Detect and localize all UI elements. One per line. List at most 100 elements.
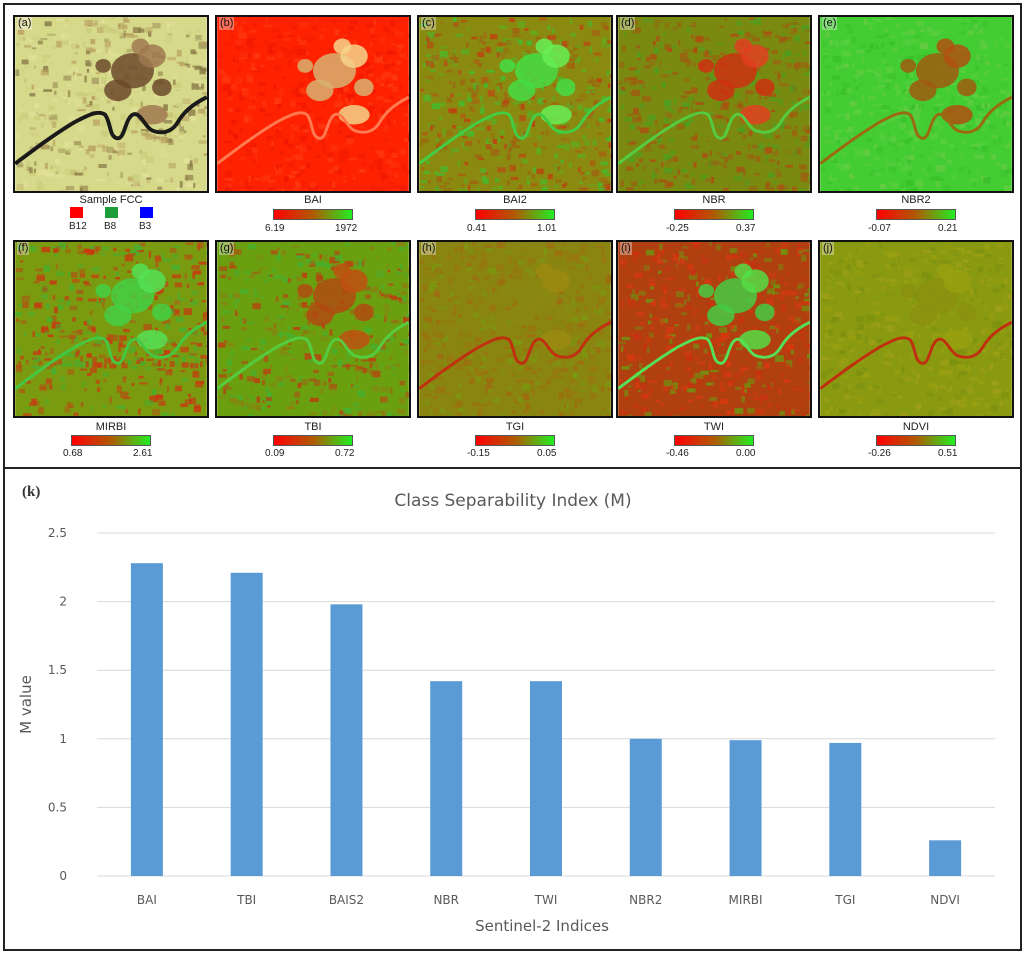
band-label: B12 — [69, 221, 87, 232]
x-tick-label: TGI — [834, 893, 855, 907]
map-image-h — [419, 242, 611, 416]
panel-label: (g) — [219, 242, 235, 255]
colorbar-max-label: 1972 — [335, 223, 358, 234]
y-axis-title: M value — [17, 675, 35, 734]
map-panel-a: (a) — [13, 15, 209, 193]
bar-tbi — [230, 572, 263, 876]
panel-caption: BAI — [304, 194, 322, 206]
map-panel-e: (e) — [818, 15, 1014, 193]
band-swatch-b8 — [105, 207, 118, 218]
bar-bai — [130, 563, 163, 876]
x-tick-label: BAI — [137, 893, 157, 907]
band-swatch-b3 — [140, 207, 153, 218]
panel-label: (a) — [17, 17, 33, 30]
panel-label: (d) — [620, 17, 636, 30]
x-tick-label: NBR — [433, 893, 459, 907]
map-image-g — [217, 242, 409, 416]
map-panel-i: (i) — [616, 240, 812, 418]
panel-label: (h) — [421, 242, 437, 255]
figure-divider — [3, 467, 1022, 469]
colorbar-min-label: 0.41 — [467, 223, 487, 234]
colorbar-min-label: -0.25 — [666, 223, 689, 234]
map-panel-g: (g) — [215, 240, 411, 418]
colorbar — [876, 435, 956, 446]
colorbar-max-label: 0.00 — [736, 448, 756, 459]
colorbar — [876, 209, 956, 220]
colorbar-min-label: -0.07 — [868, 223, 891, 234]
colorbar-max-label: 0.21 — [938, 223, 958, 234]
map-image-i — [618, 242, 810, 416]
y-tick-label: 2 — [59, 595, 67, 609]
map-panel-j: (j) — [818, 240, 1014, 418]
colorbar — [273, 435, 353, 446]
colorbar-max-label: 2.61 — [133, 448, 153, 459]
panel-caption: BAI2 — [503, 194, 527, 206]
bar-mirbi — [729, 740, 762, 876]
panel-caption: NBR — [702, 194, 726, 206]
bar-tgi — [829, 742, 862, 876]
colorbar-min-label: -0.46 — [666, 448, 689, 459]
map-image-c — [419, 17, 611, 191]
chart-title: Class Separability Index (M) — [394, 491, 631, 511]
x-axis-title: Sentinel-2 Indices — [475, 917, 609, 935]
y-tick-label: 0.5 — [48, 800, 67, 814]
chart-panel-label: (k) — [22, 484, 40, 500]
colorbar-max-label: 0.72 — [335, 448, 355, 459]
panel-label: (b) — [219, 17, 235, 30]
map-panel-b: (b) — [215, 15, 411, 193]
band-label: B8 — [104, 221, 117, 232]
bar-nbr2 — [629, 738, 662, 876]
panel-label: (j) — [822, 242, 834, 255]
panel-label: (i) — [620, 242, 632, 255]
map-image-f — [15, 242, 207, 416]
panel-label: (f) — [17, 242, 30, 255]
y-tick-label: 2.5 — [48, 526, 67, 540]
panel-caption: TBI — [304, 421, 322, 433]
colorbar-max-label: 0.51 — [938, 448, 958, 459]
colorbar — [674, 209, 754, 220]
colorbar — [674, 435, 754, 446]
map-image-j — [820, 242, 1012, 416]
colorbar-max-label: 0.05 — [537, 448, 557, 459]
colorbar-max-label: 1.01 — [537, 223, 557, 234]
map-image-a — [15, 17, 207, 191]
colorbar-min-label: -0.15 — [467, 448, 490, 459]
bar-nbr — [430, 681, 463, 876]
y-tick-label: 1.5 — [48, 663, 67, 677]
colorbar — [475, 209, 555, 220]
colorbar — [273, 209, 353, 220]
panel-caption: NDVI — [902, 421, 930, 433]
band-swatch-b12 — [70, 207, 83, 218]
map-panel-h: (h) — [417, 240, 613, 418]
x-tick-label: BAIS2 — [329, 893, 364, 907]
x-tick-label: MIRBI — [729, 893, 763, 907]
separability-bar-chart: (k) Class Separability Index (M) 0 0.5 1 1.5 2… — [17, 484, 995, 935]
x-tick-label: TBI — [236, 893, 256, 907]
bar-bais2 — [330, 604, 363, 876]
map-panel-d: (d) — [616, 15, 812, 193]
panel-label: (e) — [822, 17, 838, 30]
map-image-b — [217, 17, 409, 191]
panel-caption: NBR2 — [901, 194, 931, 206]
bar-twi — [530, 681, 562, 876]
band-label: B3 — [139, 221, 152, 232]
map-panel-c: (c) — [417, 15, 613, 193]
x-tick-label: NBR2 — [629, 893, 662, 907]
panel-caption: TGI — [505, 421, 525, 433]
colorbar-max-label: 0.37 — [736, 223, 756, 234]
panel-label: (c) — [421, 17, 436, 30]
map-panel-f: (f) — [13, 240, 209, 418]
colorbar-min-label: 6.19 — [265, 223, 285, 234]
y-tick-label: 0 — [59, 869, 67, 883]
colorbar — [71, 435, 151, 446]
panel-caption: TWI — [703, 421, 725, 433]
panel-caption: Sample FCC — [79, 194, 143, 206]
map-image-e — [820, 17, 1012, 191]
x-tick-label: NDVI — [930, 893, 960, 907]
map-image-d — [618, 17, 810, 191]
panel-caption: MIRBI — [95, 421, 127, 433]
figure-frame — [3, 3, 1022, 951]
bar-ndvi — [929, 840, 962, 876]
y-tick-label: 1 — [59, 732, 67, 746]
x-tick-label: TWI — [534, 893, 558, 907]
